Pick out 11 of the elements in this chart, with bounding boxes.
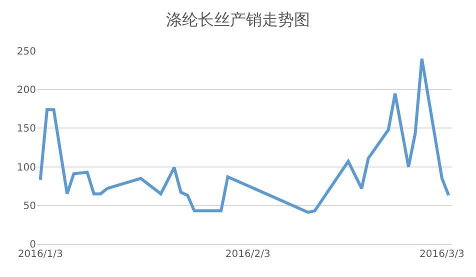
y-tick-label: 250: [16, 46, 36, 58]
y-tick-label: 200: [16, 85, 36, 96]
line-series: [38, 57, 450, 214]
x-tick-label: 2016/1/3: [18, 249, 63, 260]
y-tick-label: 0: [30, 240, 36, 250]
y-tick-label: 100: [16, 162, 36, 174]
y-tick-label: 150: [16, 124, 36, 135]
x-tick-label: 2016/2/3: [225, 249, 270, 260]
chart-title: 涤纶长丝产销走势图: [166, 10, 310, 30]
x-tick-label: 2016/3/3: [420, 249, 464, 260]
y-tick-label: 50: [23, 200, 36, 212]
